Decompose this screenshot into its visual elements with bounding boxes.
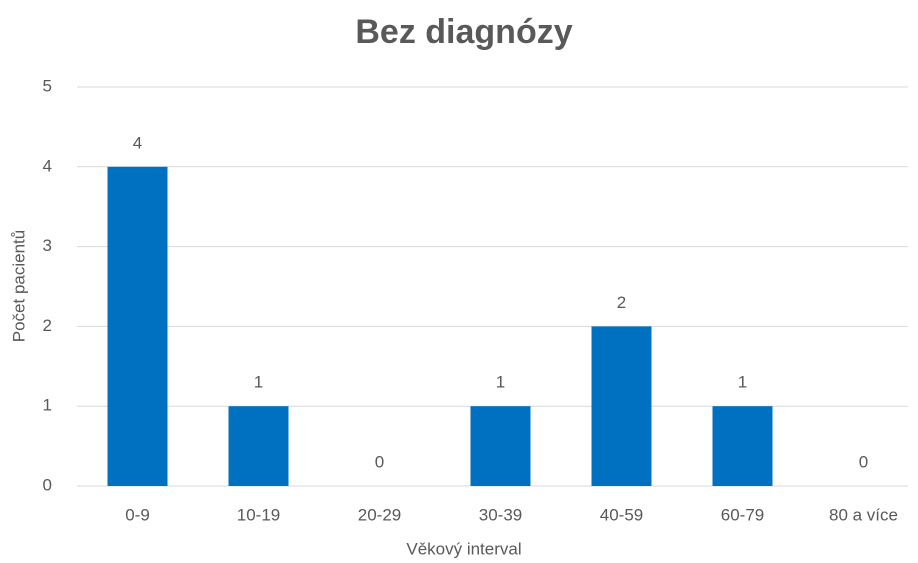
y-tick-label: 0 (43, 475, 52, 494)
y-tick-label: 3 (43, 236, 52, 255)
data-label: 1 (738, 373, 747, 392)
chart-title: Bez diagnózy (355, 13, 572, 51)
bar (470, 406, 531, 486)
y-axis-label: Počet pacientů (9, 230, 28, 342)
data-label: 0 (859, 452, 868, 471)
x-axis-label: Věkový interval (406, 539, 521, 558)
bar (228, 406, 289, 486)
x-tick-label: 0-9 (125, 505, 150, 524)
y-tick-label: 5 (43, 76, 52, 95)
x-tick-label: 30-39 (479, 505, 522, 524)
x-tick-label: 10-19 (237, 505, 280, 524)
bar (591, 326, 652, 486)
y-tick-label: 2 (43, 316, 52, 335)
data-label: 1 (496, 373, 505, 392)
bar (712, 406, 773, 486)
data-label: 1 (254, 373, 263, 392)
data-label: 0 (375, 452, 384, 471)
data-label: 4 (133, 133, 142, 152)
y-tick-label: 4 (43, 156, 52, 175)
bar (107, 166, 168, 487)
data-label: 2 (617, 293, 626, 312)
x-tick-label: 20-29 (358, 505, 401, 524)
x-tick-label: 80 a více (829, 505, 898, 524)
x-tick-label: 40-59 (600, 505, 643, 524)
x-tick-label: 60-79 (721, 505, 764, 524)
y-tick-label: 1 (43, 396, 52, 415)
